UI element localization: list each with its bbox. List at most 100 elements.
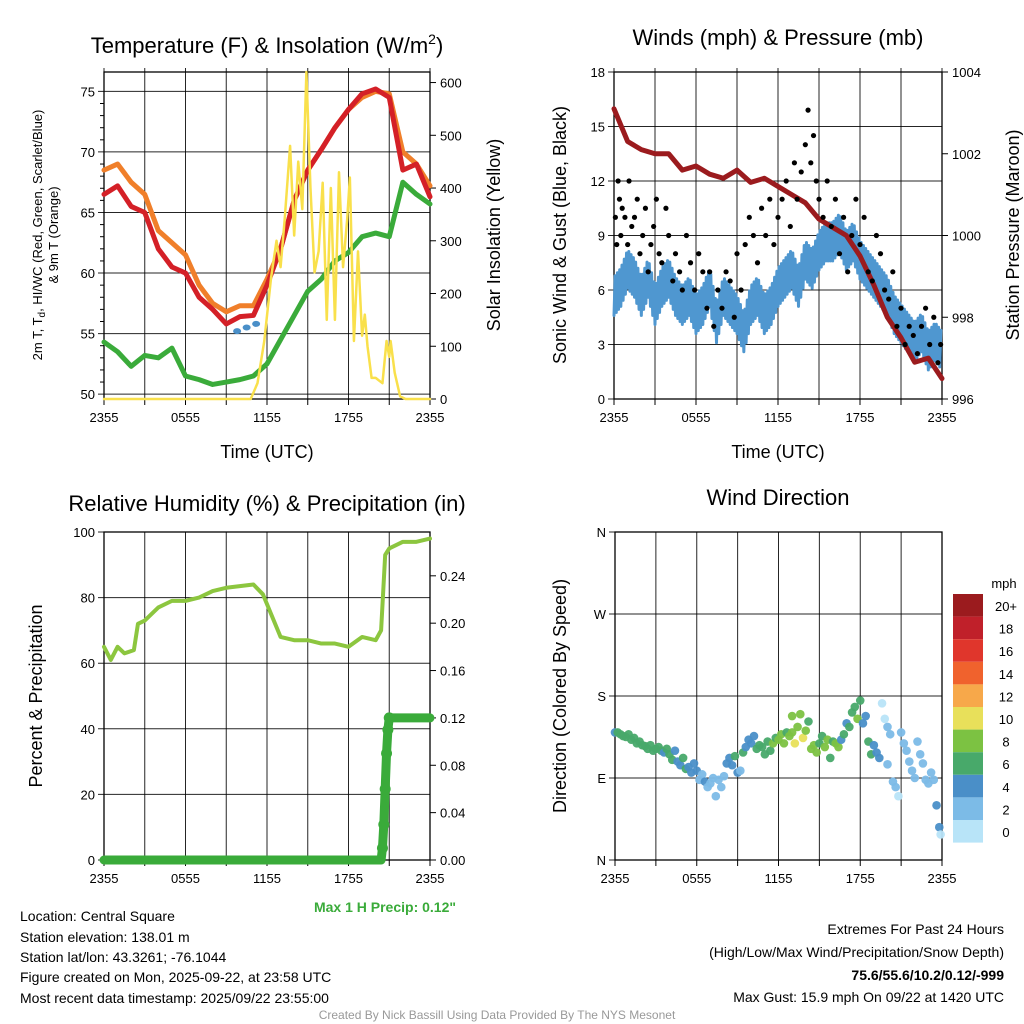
x-tick-label: 1155 (764, 410, 792, 425)
wind-direction-point (885, 729, 895, 739)
y-tick-label: 20 (81, 787, 95, 802)
wind-direction-point (934, 822, 944, 832)
precipitation-point (381, 747, 393, 759)
colorbar-swatch (953, 797, 983, 820)
gust-point (759, 205, 765, 211)
y2-tick-label: 200 (440, 287, 462, 302)
wind-direction-point (896, 728, 906, 737)
gust-point (679, 287, 685, 293)
gust-point (651, 223, 657, 230)
gust-point (692, 287, 698, 293)
gust-point (902, 341, 908, 348)
x-tick-label: 0555 (171, 410, 200, 425)
gust-point (873, 232, 880, 239)
wind-direction-point (825, 753, 835, 763)
gust-point (918, 323, 925, 329)
gust-point (857, 241, 863, 248)
wind-direction-point (801, 726, 811, 735)
wind-direction-point (869, 740, 879, 750)
wind-direction-point (929, 775, 939, 785)
wind-direction-point (787, 728, 797, 737)
gust-point (612, 214, 618, 220)
gust-point (663, 205, 669, 211)
max-gust-text: Max Gust: 15.9 mph On 09/22 at 1420 UTC (733, 989, 1004, 1005)
gust-point (631, 214, 638, 220)
gust-point (808, 160, 814, 166)
wind-direction-point (845, 722, 854, 732)
wind-direction-point (716, 782, 726, 792)
gust-point (715, 287, 721, 293)
y-tick-label: 9 (598, 229, 605, 244)
wind-direction-point (787, 711, 797, 721)
gust-point (794, 196, 800, 202)
wind-direction-point (839, 729, 849, 739)
x-tick-label: 1155 (253, 871, 281, 886)
latlon-text: Station lat/lon: 43.3261; -76.1044 (20, 949, 226, 965)
gust-point (616, 196, 623, 202)
2m-t-line (101, 86, 433, 327)
gust-point (853, 196, 859, 202)
gust-point (771, 241, 777, 248)
wind-direction-point (875, 753, 884, 763)
gust-point (750, 232, 757, 239)
colorbar-label: 18 (999, 622, 1013, 637)
wind-direction-point (719, 771, 729, 781)
wind-direction-point (812, 748, 821, 757)
y-tick-label: E (597, 771, 606, 786)
gust-point (767, 196, 773, 202)
gust-point (841, 214, 847, 220)
wind-direction-point (926, 768, 936, 777)
y-tick-label: 15 (591, 120, 605, 135)
wind-direction-point (936, 830, 945, 839)
y2-tick-label: 300 (440, 234, 462, 249)
gust-point (798, 169, 804, 175)
y2-tick-label: 0.12 (440, 711, 465, 726)
y-tick-label: 0 (88, 853, 95, 868)
wind-direction-point (877, 698, 887, 708)
wind-direction-point (689, 759, 699, 768)
gust-point (742, 241, 748, 248)
gust-point (763, 232, 769, 239)
gust-point (614, 241, 620, 248)
y-tick-label: 3 (598, 338, 605, 353)
gust-point (805, 107, 811, 113)
wind-direction-point (749, 731, 759, 741)
temperature-xlabel: Time (UTC) (220, 442, 313, 462)
wind-direction-point (905, 757, 914, 766)
gust-point (894, 323, 900, 329)
wind-direction-title: Wind Direction (706, 485, 849, 510)
y-tick-label: 40 (81, 722, 95, 737)
y-tick-label: 75 (81, 84, 95, 99)
sonic-wind-line (612, 213, 943, 372)
y2-tick-label: 0.24 (440, 569, 465, 584)
plot-frame (614, 531, 943, 861)
x-tick-label: 1755 (334, 871, 363, 886)
gust-point (877, 251, 884, 257)
y-tick-label: 50 (81, 387, 95, 402)
wind-direction-point (899, 739, 909, 748)
plot-frame (103, 71, 431, 400)
gust-point (704, 305, 710, 311)
y2-tick-label: 100 (440, 339, 462, 354)
precipitation-point (376, 842, 388, 854)
y-tick-label: 60 (81, 266, 95, 281)
wind-direction-ylabel: Direction (Colored By Speed) (550, 579, 570, 813)
x-tick-label: 0555 (682, 410, 711, 425)
y2-tick-label: 0.04 (440, 806, 465, 821)
wind-direction-point (736, 766, 745, 776)
gust-point (923, 305, 929, 311)
wind-direction-point (915, 750, 925, 759)
wind-direction-point (804, 717, 813, 726)
gust-point (836, 251, 843, 257)
x-tick-label: 2355 (90, 410, 119, 425)
gust-point (849, 232, 855, 239)
elevation-text: Station elevation: 138.01 m (20, 929, 190, 945)
gust-point (731, 314, 737, 320)
y2-tick-label: 0.08 (440, 758, 465, 773)
extremes-title: Extremes For Past 24 Hours (827, 921, 1004, 937)
wind-direction-point (894, 791, 903, 801)
gust-point (828, 223, 834, 230)
gust-point (683, 232, 690, 239)
colorbar-swatch (953, 820, 983, 843)
